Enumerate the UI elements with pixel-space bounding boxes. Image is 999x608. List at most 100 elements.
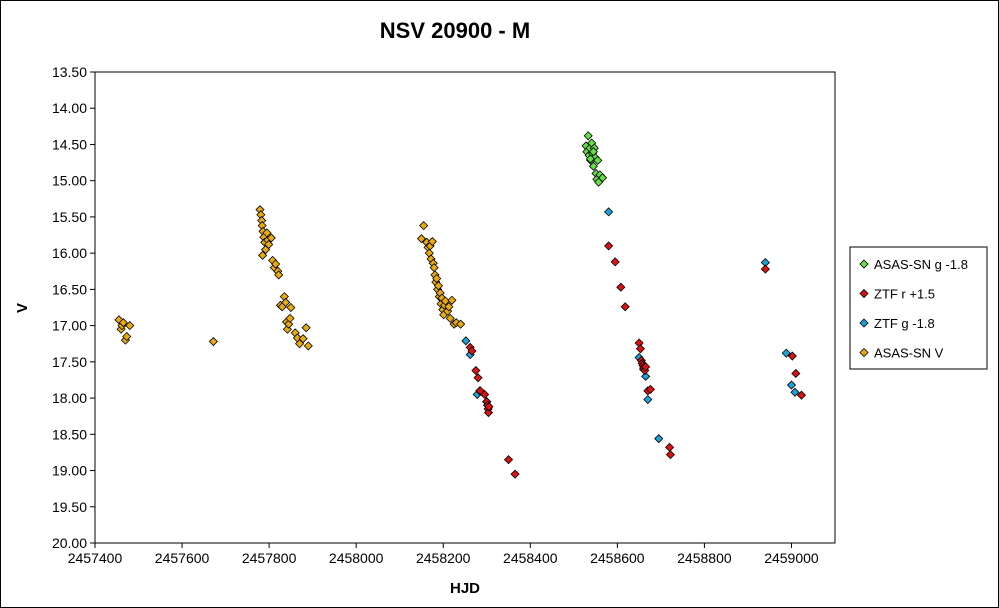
legend: ASAS-SN g -1.8 ZTF r +1.5 ZTF g -1.8 ASAS-S… <box>849 246 988 370</box>
data-point <box>654 434 664 444</box>
data-point <box>641 371 651 381</box>
legend-label: ZTF g -1.8 <box>874 316 935 331</box>
data-point <box>604 241 614 251</box>
series-group <box>465 241 807 479</box>
data-point <box>432 273 442 284</box>
data-point <box>118 318 128 328</box>
data-point <box>456 319 466 329</box>
y-tick-label: 17.50 <box>52 354 87 370</box>
x-tick-label: 2459000 <box>764 550 819 566</box>
data-point <box>643 394 653 405</box>
data-point <box>760 264 770 274</box>
x-tick-label: 2458200 <box>416 550 471 566</box>
data-point <box>583 131 593 141</box>
data-point <box>480 389 490 400</box>
data-point <box>285 313 295 323</box>
data-point <box>641 362 651 372</box>
data-point <box>301 323 311 333</box>
data-point <box>419 221 429 231</box>
y-tick-label: 18.50 <box>52 426 87 442</box>
data-point <box>281 297 291 307</box>
y-tick-label: 17.00 <box>52 318 87 334</box>
x-tick-label: 2458800 <box>677 550 732 566</box>
y-axis: 13.50 14.00 14.50 15.00 15.50 16.00 16.50 17.00… <box>52 64 95 551</box>
x-tick-label: 2458000 <box>329 550 384 566</box>
data-point <box>473 373 483 383</box>
x-axis-title: HJD <box>450 580 480 597</box>
data-point <box>484 402 494 412</box>
data-point <box>503 455 514 465</box>
data-point <box>786 380 797 390</box>
data-point <box>445 313 455 323</box>
data-point <box>122 331 132 342</box>
y-tick-label: 19.00 <box>52 463 87 479</box>
legend-marker <box>859 288 869 299</box>
legend-label: ASAS-SN g -1.8 <box>874 257 968 272</box>
series-group <box>581 131 608 187</box>
data-point <box>604 207 614 217</box>
data-point <box>620 302 630 312</box>
plot-border <box>94 71 836 544</box>
y-tick-label: 19.50 <box>52 499 87 515</box>
data-point <box>665 450 676 460</box>
y-tick-label: 14.00 <box>52 100 87 116</box>
data-point <box>271 259 281 269</box>
data-point <box>433 281 444 291</box>
data-point <box>593 155 603 165</box>
x-tick-label: 2458400 <box>503 550 558 566</box>
data-point <box>796 390 807 400</box>
data-point <box>471 365 481 376</box>
data-point <box>447 295 457 305</box>
data-point <box>298 334 308 344</box>
data-point <box>467 346 477 356</box>
legend-marker <box>859 259 869 269</box>
y-tick-label: 15.00 <box>52 173 87 189</box>
data-point <box>588 147 598 157</box>
y-tick-label: 16.50 <box>52 281 87 297</box>
data-point <box>597 173 608 183</box>
data-point <box>610 257 620 267</box>
data-point <box>787 351 797 361</box>
series-group <box>461 207 800 444</box>
data-point <box>588 161 598 171</box>
legend-marker <box>859 347 869 358</box>
chart-title: NSV 20900 - M <box>380 18 530 43</box>
x-axis: 2457400 2457600 2457800 2458000 2458200 24584… <box>68 543 819 566</box>
y-tick-label: 18.00 <box>52 390 87 406</box>
data-point <box>264 239 274 250</box>
data-point <box>416 234 427 244</box>
y-tick-label: 14.50 <box>52 136 87 152</box>
data-point <box>645 384 656 394</box>
data-point <box>616 282 626 292</box>
data-point <box>790 387 800 397</box>
legend-label: ASAS-SN V <box>874 346 944 361</box>
data-point <box>125 321 135 331</box>
data-point <box>444 302 454 312</box>
data-point <box>266 233 276 243</box>
data-point <box>274 270 284 280</box>
x-tick-label: 2457800 <box>242 550 297 566</box>
data-point <box>791 368 801 379</box>
data-point <box>483 408 494 418</box>
data-point <box>510 469 520 479</box>
data-point <box>303 341 313 351</box>
y-axis-title: V <box>14 303 31 313</box>
y-tick-label: 16.00 <box>52 245 87 261</box>
legend-box <box>849 246 988 370</box>
data-point <box>258 250 268 260</box>
data-markers <box>114 131 807 479</box>
data-point <box>781 348 791 358</box>
y-tick-label: 13.50 <box>52 64 87 80</box>
x-tick-label: 2457600 <box>155 550 210 566</box>
data-point <box>461 336 471 346</box>
x-tick-label: 2458600 <box>590 550 645 566</box>
plot-area <box>94 71 836 544</box>
data-point <box>585 154 595 164</box>
series-group <box>114 205 466 351</box>
y-tick-label: 20.00 <box>52 535 87 551</box>
data-point <box>286 302 296 313</box>
y-tick-label: 15.50 <box>52 209 87 225</box>
legend-marker <box>859 318 869 328</box>
data-point <box>427 236 437 247</box>
